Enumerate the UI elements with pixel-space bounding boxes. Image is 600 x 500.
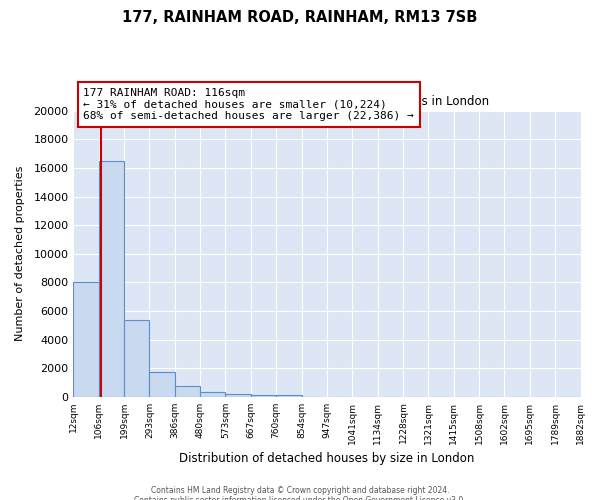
Bar [98,161,124,396]
Bar [124,320,149,396]
Bar [200,392,226,396]
Bar [226,394,251,396]
Text: 177, RAINHAM ROAD, RAINHAM, RM13 7SB: 177, RAINHAM ROAD, RAINHAM, RM13 7SB [122,10,478,25]
Bar [73,282,98,397]
X-axis label: Distribution of detached houses by size in London: Distribution of detached houses by size … [179,452,475,465]
Bar [175,386,200,396]
Bar [251,394,276,396]
Text: 177 RAINHAM ROAD: 116sqm
← 31% of detached houses are smaller (10,224)
68% of se: 177 RAINHAM ROAD: 116sqm ← 31% of detach… [83,88,414,121]
Text: Contains public sector information licensed under the Open Government Licence v3: Contains public sector information licen… [134,496,466,500]
Y-axis label: Number of detached properties: Number of detached properties [15,166,25,342]
Title: Size of property relative to detached houses in London: Size of property relative to detached ho… [165,95,489,108]
Text: Contains HM Land Registry data © Crown copyright and database right 2024.: Contains HM Land Registry data © Crown c… [151,486,449,495]
Bar [149,372,175,396]
